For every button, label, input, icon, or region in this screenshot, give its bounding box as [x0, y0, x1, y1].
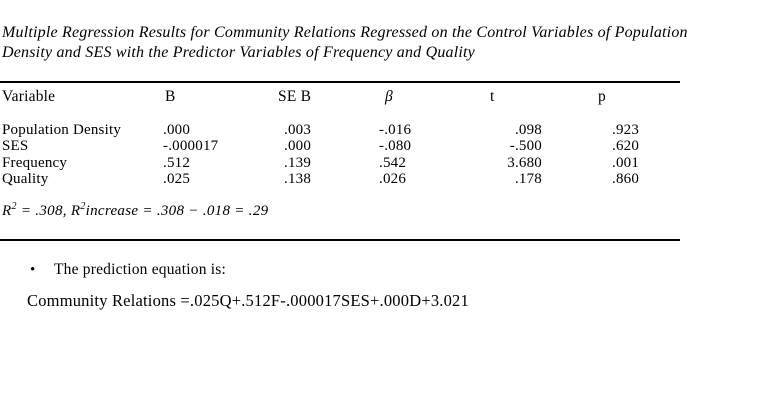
cell-p: .860 — [612, 171, 640, 188]
bullet-text: The prediction equation is: — [54, 261, 226, 278]
regression-results-table: Variable B SE B β t p Population Density… — [0, 81, 680, 188]
cell-p: .001 — [612, 154, 640, 171]
table-bottom-rule — [0, 239, 680, 241]
cell-se-b: .003 — [284, 122, 312, 138]
bullet-icon: • — [30, 262, 36, 278]
table-title-line1: Multiple Regression Results for Communit… — [2, 24, 688, 41]
cell-b: .025 — [163, 171, 191, 188]
col-header-se-b: SE B — [278, 88, 312, 105]
cell-t: -.500 — [509, 138, 542, 155]
cell-p: .620 — [612, 138, 640, 155]
cell-b: -.000017 — [163, 138, 219, 155]
prediction-equation: Community Relations =.025Q+.512F-.000017… — [27, 291, 469, 310]
table-row-population-density: Population Density .000 .003 -.016 .098 … — [0, 122, 680, 138]
r2-note: R2 = .308, R2increase = .308 − .018 = .2… — [2, 201, 269, 220]
table-title-line2: Density and SES with the Predictor Varia… — [2, 43, 475, 61]
cell-t: .098 — [514, 122, 542, 138]
cell-t: .178 — [514, 171, 542, 188]
cell-se-b: .138 — [284, 171, 312, 188]
table-header-row: Variable B SE B β t p — [0, 82, 680, 122]
bullet-item: • The prediction equation is: — [30, 260, 226, 280]
table-row-quality: Quality .025 .138 .026 .178 .860 — [0, 171, 680, 187]
cell-variable: Population Density — [2, 122, 122, 138]
table-row-ses: SES -.000017 .000 -.080 -.500 .620 — [0, 138, 680, 154]
cell-beta: .542 — [379, 154, 407, 171]
col-header-b: B — [165, 88, 176, 105]
cell-se-b: .000 — [284, 138, 312, 155]
cell-variable: Quality — [2, 171, 49, 188]
cell-p: .923 — [612, 122, 640, 138]
cell-variable: Frequency — [2, 154, 68, 171]
col-header-p: p — [598, 88, 606, 105]
cell-beta: .026 — [379, 171, 407, 188]
col-header-t: t — [490, 88, 495, 105]
cell-beta: -.080 — [379, 138, 412, 155]
table-row-frequency: Frequency .512 .139 .542 3.680 .001 — [0, 155, 680, 171]
cell-variable: SES — [2, 138, 29, 155]
cell-beta: -.016 — [379, 122, 412, 138]
cell-b: .512 — [163, 154, 191, 171]
cell-se-b: .139 — [284, 154, 312, 171]
cell-t: 3.680 — [507, 154, 542, 171]
cell-b: .000 — [163, 122, 191, 138]
col-header-variable: Variable — [2, 88, 56, 105]
col-header-beta: β — [385, 88, 393, 105]
table-title: Multiple Regression Results for Communit… — [2, 23, 764, 62]
